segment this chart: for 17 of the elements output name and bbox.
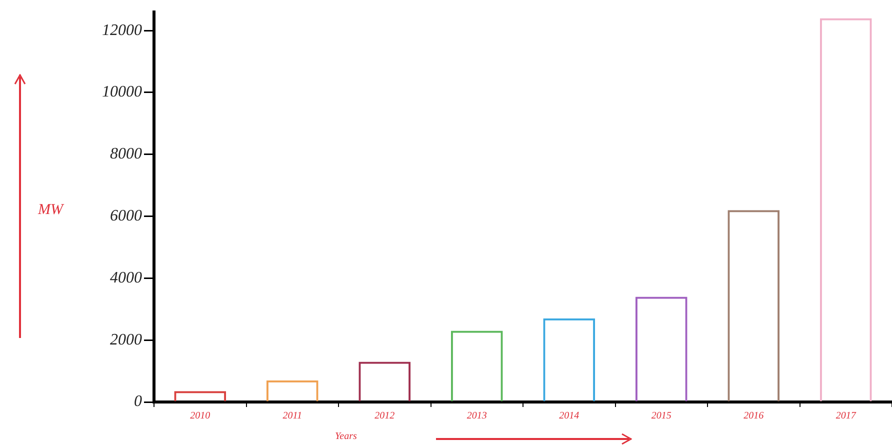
y-tick-label: 8000 (110, 146, 142, 163)
x-tick-label: 2014 (559, 410, 580, 422)
y-tick-label: 2000 (110, 331, 142, 348)
x-tick-label: 2010 (190, 410, 210, 422)
x-tick-label: 2017 (836, 410, 857, 422)
x-tick-label: 2015 (651, 410, 672, 422)
y-tick-label: 10000 (102, 84, 142, 101)
y-tick-label: 6000 (110, 207, 142, 224)
y-tick-label: 4000 (110, 269, 142, 286)
y-tick-label: 0 (134, 393, 142, 410)
x-tick-label: 2011 (282, 410, 302, 422)
x-tick-label: 2012 (374, 410, 395, 422)
x-tick-label: 2016 (744, 410, 764, 422)
x-tick-label: 2013 (466, 410, 487, 422)
y-axis-title: MW (38, 202, 63, 219)
y-tick-label: 12000 (102, 22, 142, 39)
x-axis-title: Years (335, 431, 357, 442)
